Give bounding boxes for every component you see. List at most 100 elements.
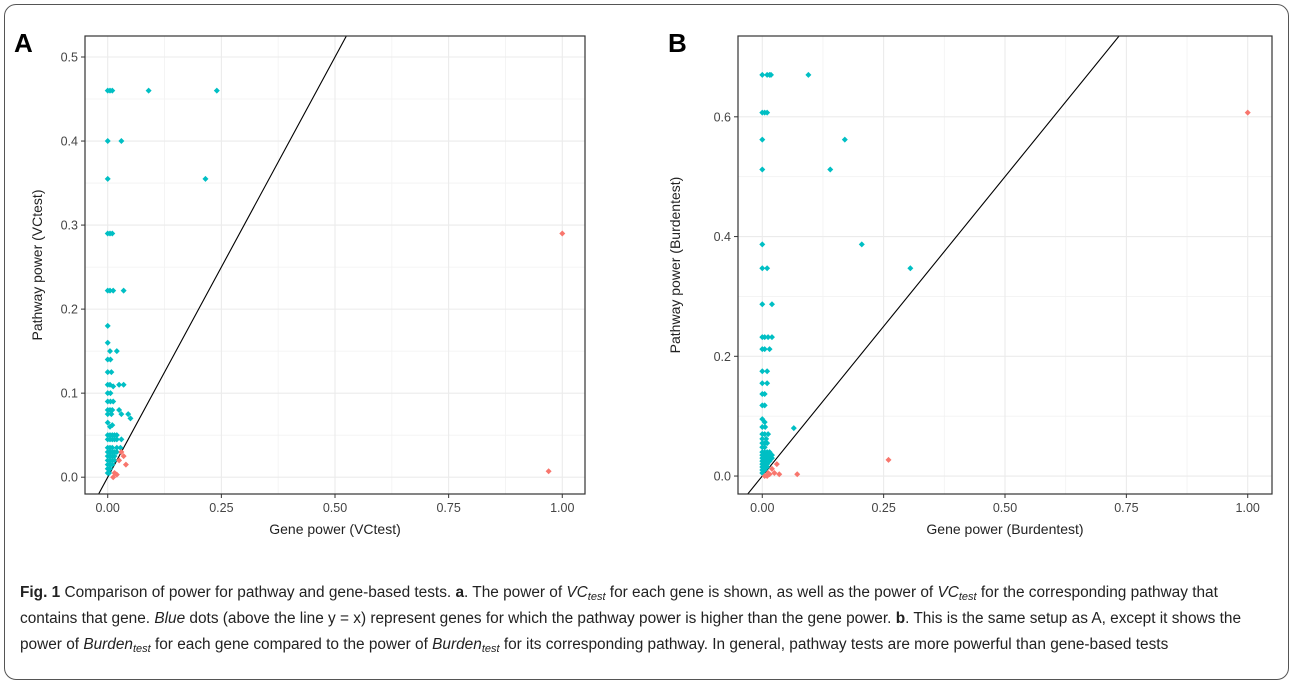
data-point-above — [116, 381, 123, 388]
data-point-above — [827, 166, 834, 173]
data-point-above — [125, 411, 132, 418]
reference-line-y-equals-x — [747, 36, 1120, 494]
data-point-above — [108, 369, 115, 376]
caption-text: for the corresponding pathway that conta… — [20, 584, 1218, 627]
caption-burden: Burdentest — [432, 636, 500, 655]
data-point-above — [759, 435, 766, 442]
data-point-above — [113, 436, 120, 443]
data-point-above — [907, 265, 914, 272]
data-point-above — [113, 348, 120, 355]
data-point-below — [885, 456, 892, 463]
data-point-above — [858, 241, 865, 248]
data-point-above — [759, 368, 766, 375]
data-point-above — [213, 87, 220, 94]
data-point-above — [113, 432, 120, 439]
data-point-above — [108, 411, 115, 418]
y-axis-label: Pathway power (VCtest) — [29, 190, 45, 341]
data-point-below — [559, 230, 566, 237]
caption-text: for each gene is shown, as well as the p… — [605, 584, 938, 601]
y-tick-label: 0.4 — [61, 135, 78, 149]
data-point-below — [122, 461, 129, 468]
caption-fig-label: Fig. 1 — [20, 584, 61, 601]
data-point-above — [109, 230, 116, 237]
y-tick-label: 0.3 — [61, 219, 78, 233]
data-point-above — [118, 138, 125, 145]
x-tick-label: 0.75 — [436, 501, 460, 515]
data-point-below — [118, 448, 125, 455]
chart-panel-b: 0.00 0.25 0.50 0.75 1.00 0.0 0.2 0.4 0.6 Gene pow… — [667, 28, 1273, 537]
data-point-above — [841, 136, 848, 143]
data-point-above — [104, 419, 111, 426]
data-point-above — [113, 444, 120, 451]
y-tick-label: 0.0 — [61, 471, 78, 485]
data-point-above — [768, 71, 775, 78]
data-point-above — [107, 356, 114, 363]
data-point-above — [765, 431, 772, 438]
data-point-above — [759, 265, 766, 272]
x-axis-label: Gene power (VCtest) — [269, 521, 401, 537]
data-point-above — [761, 334, 768, 341]
data-point-below — [794, 471, 801, 478]
data-point-above — [104, 369, 111, 376]
data-point-above — [118, 411, 125, 418]
data-point-below — [113, 471, 120, 478]
data-point-above — [761, 402, 768, 409]
y-tick-label: 0.1 — [61, 387, 78, 401]
data-point-above — [127, 415, 134, 422]
data-point-above — [111, 453, 118, 460]
data-point-above — [107, 287, 113, 294]
data-point-below — [776, 471, 783, 478]
data-point-above — [762, 423, 769, 430]
data-point-above — [768, 301, 775, 308]
data-point-above — [120, 287, 127, 294]
caption-vc: VCtest — [937, 584, 977, 603]
data-point-above — [104, 322, 111, 329]
y-tick-label: 0.2 — [714, 350, 731, 364]
panel-label: B — [668, 28, 687, 58]
data-point-above — [765, 334, 772, 341]
data-point-above — [107, 390, 114, 397]
data-point-above — [107, 465, 113, 472]
data-point-above — [109, 444, 116, 451]
data-point-above — [109, 422, 116, 429]
data-point-below — [771, 470, 778, 477]
data-point-above — [759, 241, 766, 248]
caption-vc: VCtest — [566, 584, 606, 603]
y-tick-label: 0.0 — [714, 470, 731, 484]
caption-title: Comparison of power for pathway and gene… — [60, 584, 456, 601]
data-point-above — [118, 436, 125, 443]
x-tick-label: 0.25 — [209, 501, 233, 515]
data-point-below — [764, 473, 771, 480]
data-point-above — [104, 175, 111, 182]
reference-line-y-equals-x — [98, 36, 347, 494]
caption-text: dots (above the line y = x) represent ge… — [185, 610, 896, 627]
caption-a-label: a — [455, 584, 465, 601]
x-tick-label: 0.00 — [750, 501, 774, 515]
caption-blue: Blue — [154, 610, 186, 627]
data-point-above — [759, 301, 766, 308]
x-tick-label: 0.75 — [1114, 501, 1138, 515]
caption-text: . This is the same setup as A, except it… — [20, 610, 1242, 653]
caption-text: for its corresponding pathway. In genera… — [499, 636, 1169, 653]
data-point-above — [110, 383, 117, 390]
x-tick-label: 0.50 — [993, 501, 1017, 515]
x-tick-label: 0.00 — [96, 501, 120, 515]
data-point-above — [764, 109, 771, 116]
data-point-below — [545, 468, 552, 475]
data-point-above — [107, 348, 113, 355]
data-point-above — [113, 448, 120, 455]
data-point-above — [761, 419, 768, 426]
data-point-above — [764, 265, 771, 272]
caption-text: for each gene compared to the power of — [150, 636, 433, 653]
data-point-above — [759, 166, 766, 173]
data-point-below — [120, 453, 127, 460]
data-point-above — [145, 87, 152, 94]
figure-caption: Fig. 1 Comparison of power for pathway a… — [20, 580, 1275, 658]
data-point-above — [764, 368, 771, 375]
caption-burden: Burdentest — [83, 636, 151, 655]
data-point-above — [768, 334, 775, 341]
data-point-above — [759, 380, 766, 387]
data-point-above — [110, 398, 117, 405]
y-tick-label: 0.4 — [714, 230, 731, 244]
